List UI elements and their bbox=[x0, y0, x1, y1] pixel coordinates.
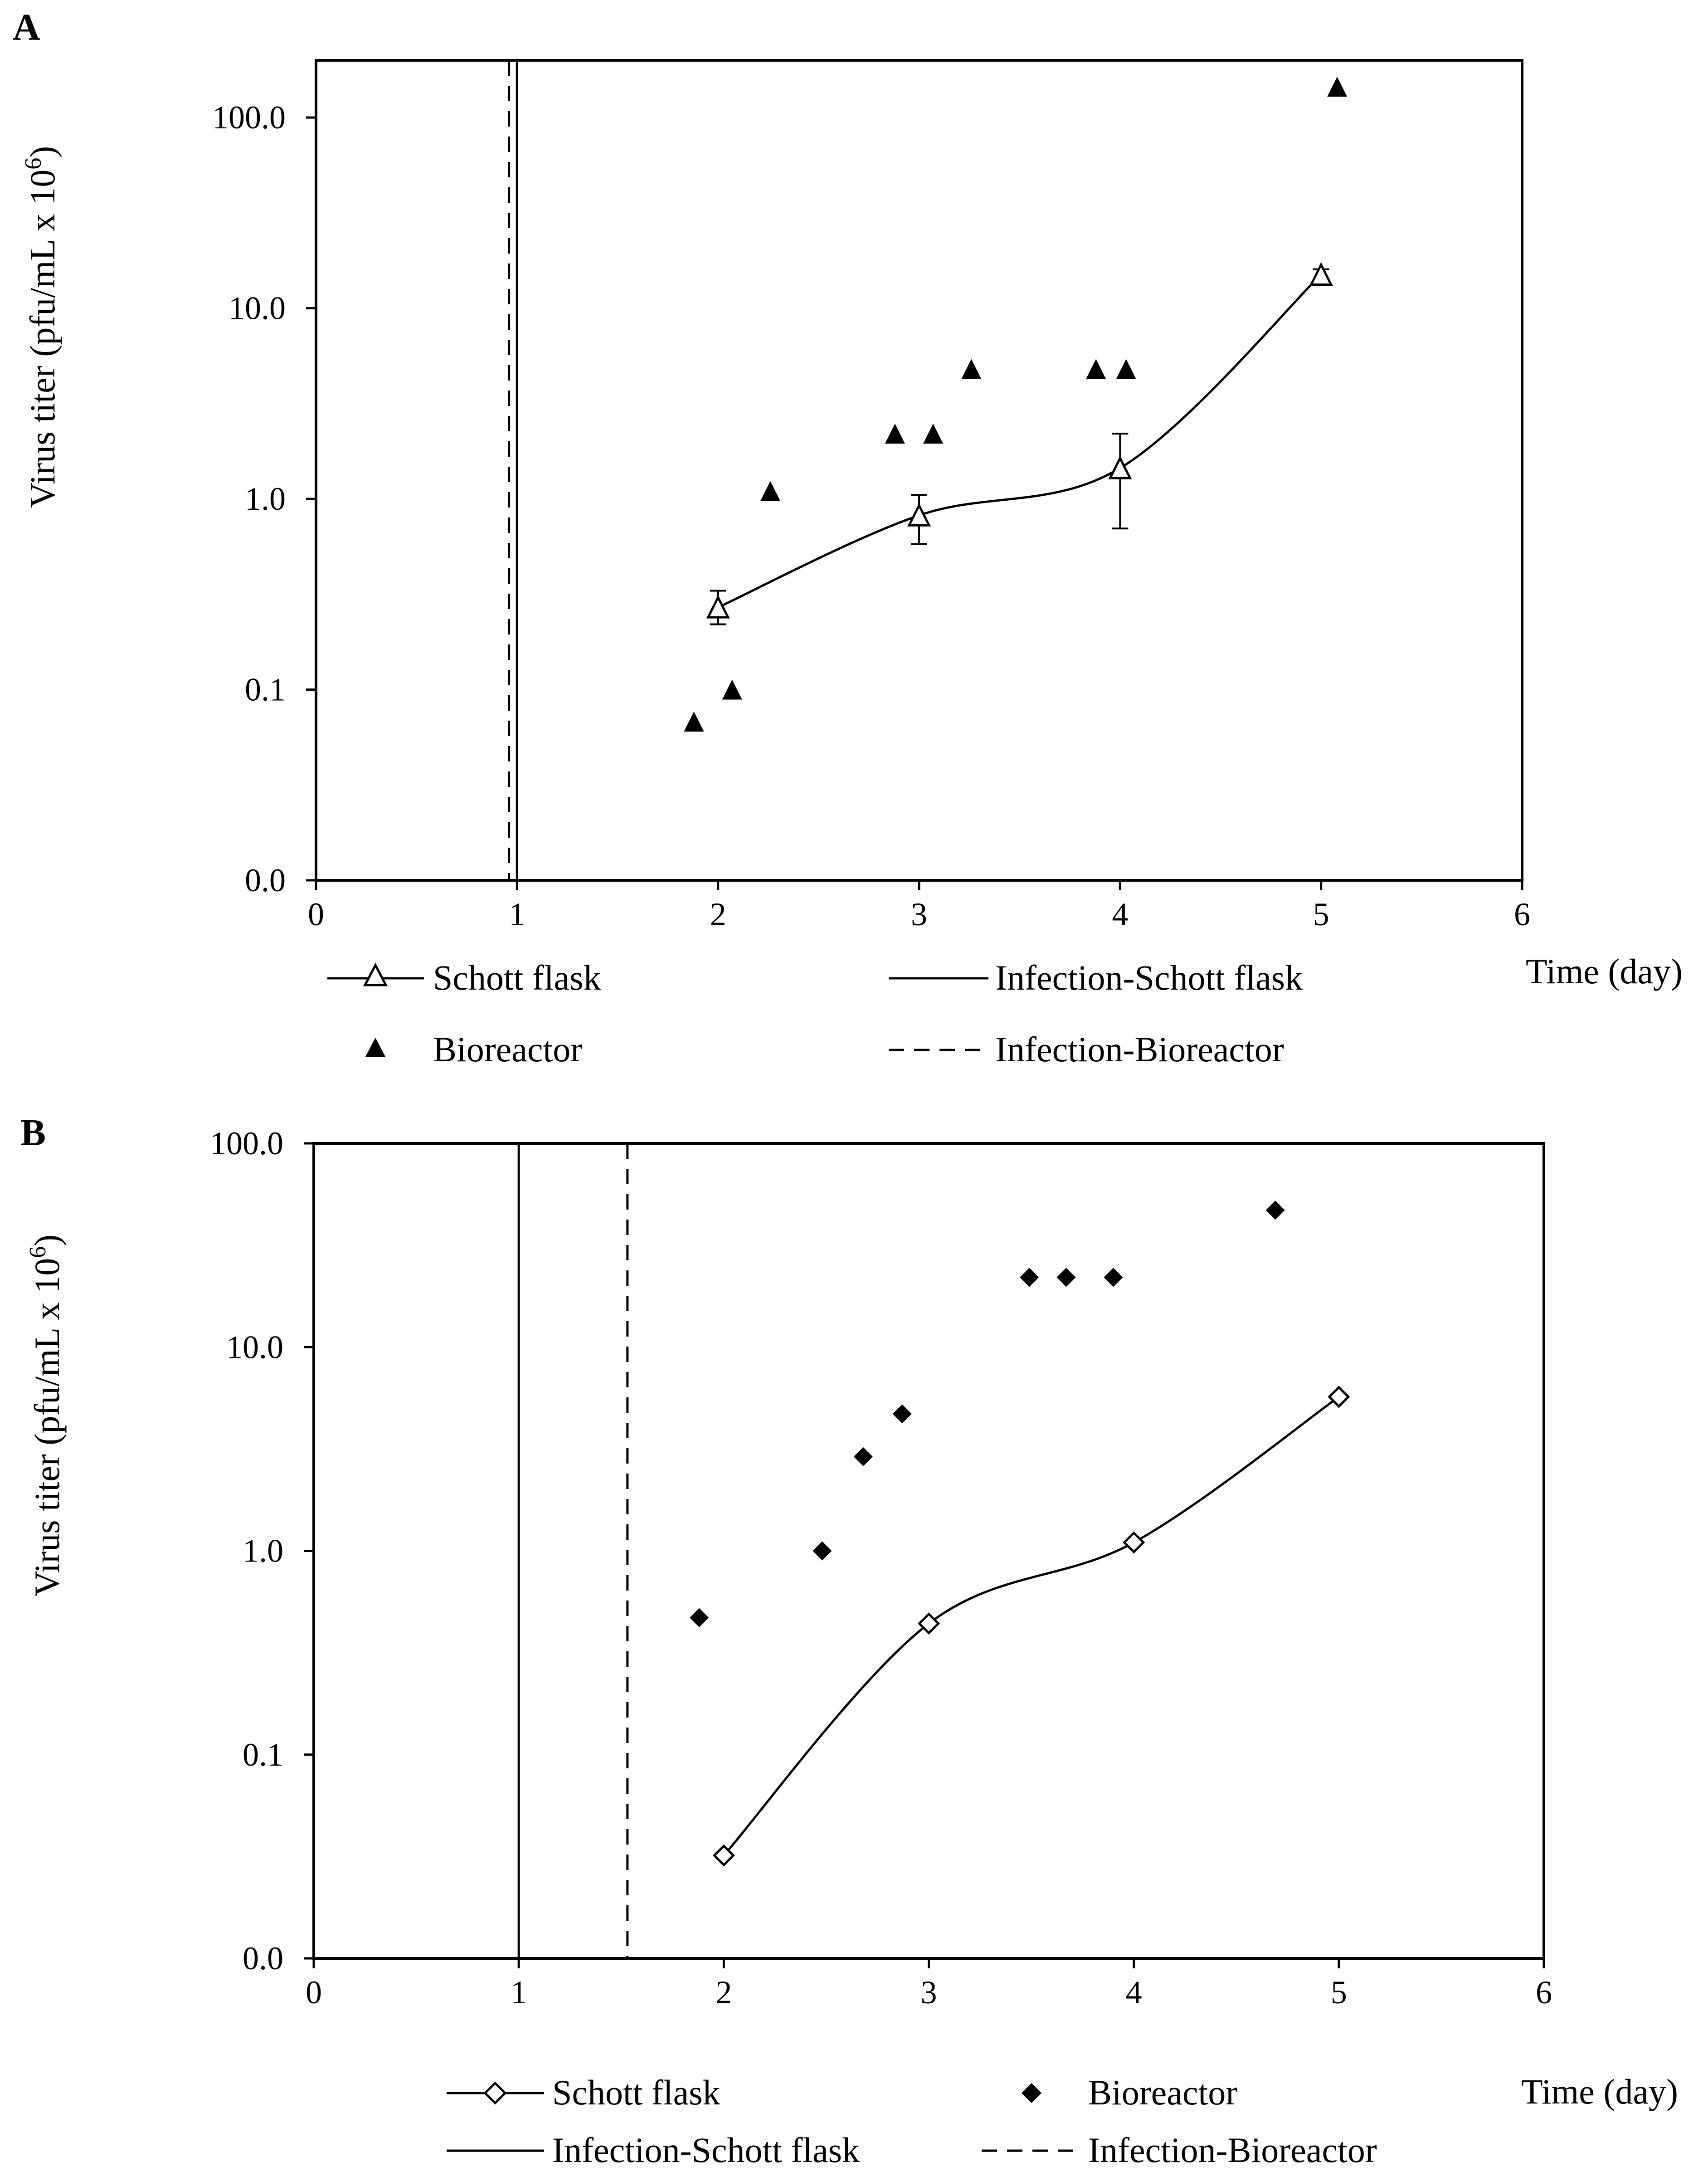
panel-a-x-tick-label: 5 bbox=[1313, 896, 1329, 932]
panel-b-legend: Schott flask Bioreactor Infection-Schott… bbox=[447, 2073, 1377, 2170]
legend-b-bioreactor-label: Bioreactor bbox=[1088, 2073, 1237, 2112]
legend-a-infection-schott-label: Infection-Schott flask bbox=[995, 958, 1303, 997]
panel-a-infection-lines bbox=[508, 60, 518, 880]
panel-b-y-axis-title-main: Virus titer (pfu/mL x 10 bbox=[27, 1258, 67, 1596]
legend-a-schott-flask: Schott flask bbox=[327, 958, 601, 997]
panel-b-bioreactor-point bbox=[853, 1447, 873, 1466]
panel-a-y-tick-label: 0.0 bbox=[245, 862, 286, 898]
panel-a-bioreactor-point bbox=[923, 424, 944, 444]
legend-b-infection-schott-label: Infection-Schott flask bbox=[552, 2130, 860, 2170]
panel-a-y-axis-title-end: ) bbox=[23, 146, 62, 158]
legend-a-infection-schott: Infection-Schott flask bbox=[889, 958, 1303, 997]
panel-a-bioreactor-point bbox=[684, 711, 704, 732]
panel-a-axes: 0 1 2 3 4 5 6 0.0 0.1 1.0 10.0 100.0 bbox=[212, 99, 1530, 932]
panel-a-schott-flask-point bbox=[1309, 262, 1333, 286]
panel-a-x-tick-label: 0 bbox=[308, 896, 324, 932]
panel-b-y-tick-label: 100.0 bbox=[210, 1125, 283, 1162]
panel-b-schott-flask-point bbox=[1123, 1531, 1145, 1554]
panel-b-x-tick-label: 3 bbox=[921, 1974, 937, 2011]
panel-a-x-tick-label: 1 bbox=[509, 896, 525, 932]
panel-b-x-tick-label: 5 bbox=[1331, 1974, 1347, 2011]
panel-b-schott-flask-point bbox=[1328, 1386, 1350, 1408]
panel-a-y-tick-label: 10.0 bbox=[229, 290, 286, 327]
legend-b-schott-flask-label: Schott flask bbox=[552, 2073, 720, 2112]
panel-b-marks bbox=[690, 1201, 1350, 1867]
legend-a-infection-bioreactor-label: Infection-Bioreactor bbox=[995, 1030, 1284, 1069]
panel-a-y-tick-label: 0.1 bbox=[245, 672, 286, 708]
panel-b-y-axis-title-end: ) bbox=[27, 1235, 67, 1246]
panel-b-x-tick-label: 6 bbox=[1536, 1974, 1552, 2011]
panel-a: A Virus titer (pfu/mL x 106) 0 1 2 3 4 5 60.00… bbox=[13, 6, 1683, 1069]
panel-a-x-tick-label: 2 bbox=[710, 896, 726, 932]
panel-a-bioreactor-point bbox=[1327, 77, 1348, 97]
legend-b-infection-bioreactor-label: Infection-Bioreactor bbox=[1088, 2130, 1377, 2170]
legend-b-infection-schott: Infection-Schott flask bbox=[447, 2130, 860, 2170]
panel-a-marks bbox=[684, 77, 1348, 732]
panel-b-x-tick-label: 4 bbox=[1126, 1974, 1142, 2011]
panel-b-bioreactor-point bbox=[1265, 1201, 1285, 1220]
panel-b-schott-flask-point bbox=[712, 1844, 735, 1867]
panel-b-infection-lines bbox=[517, 1143, 629, 1958]
panel-b-bioreactor-point bbox=[1104, 1268, 1123, 1287]
panel-b-plot-area bbox=[312, 1142, 1545, 1960]
panel-a-y-tick-label: 100.0 bbox=[212, 99, 286, 136]
panel-a-x-axis-title: Time (day) bbox=[1526, 952, 1683, 991]
panel-a-bioreactor-point bbox=[885, 424, 905, 444]
panel-b-x-tick-label: 0 bbox=[306, 1974, 322, 2011]
panel-b-bioreactor-point bbox=[813, 1541, 832, 1561]
panel-a-schott-flask-curve bbox=[717, 273, 1322, 609]
panel-a-bioreactor-point bbox=[1086, 359, 1106, 379]
legend-b-schott-flask: Schott flask bbox=[447, 2073, 720, 2112]
legend-a-filled-triangle-icon bbox=[365, 1038, 385, 1057]
panel-b-bioreactor-point bbox=[892, 1404, 912, 1424]
legend-b-filled-diamond-icon bbox=[1022, 2083, 1041, 2103]
panel-b-schott-flask-point bbox=[917, 1612, 940, 1635]
panel-b-y-axis-title: Virus titer (pfu/mL x 106) bbox=[25, 1235, 67, 1596]
panel-a-plot-area bbox=[315, 59, 1523, 882]
panel-b-bioreactor-point bbox=[1056, 1268, 1076, 1287]
panel-a-x-tick-label: 4 bbox=[1112, 896, 1128, 932]
panel-b-schott-flask-curve bbox=[723, 1396, 1340, 1856]
panel-a-legend: Schott flask Infection-Schott flask Bior… bbox=[327, 958, 1303, 1069]
legend-a-bioreactor: Bioreactor bbox=[365, 1030, 582, 1069]
panel-a-x-tick-label: 6 bbox=[1514, 896, 1530, 932]
panel-b-y-tick-label: 0.0 bbox=[243, 1940, 283, 1977]
legend-a-open-triangle-icon bbox=[363, 962, 388, 986]
legend-a-schott-flask-label: Schott flask bbox=[433, 958, 601, 997]
panel-b-x-axis-title: Time (day) bbox=[1521, 2072, 1678, 2111]
panel-a-schott-curve bbox=[717, 273, 1322, 609]
panel-b-axes: 0 1 2 3 4 5 6 0.0 0.1 1.0 10.0 100.0 bbox=[210, 1125, 1552, 2011]
panel-b-bioreactor-point bbox=[690, 1608, 709, 1627]
panel-b-y-axis-title-sup: 6 bbox=[25, 1246, 51, 1258]
panel-b-schott-curve bbox=[723, 1396, 1340, 1856]
panel-a-y-axis-title-sup: 6 bbox=[20, 158, 46, 170]
legend-b-infection-bioreactor: Infection-Bioreactor bbox=[982, 2130, 1377, 2170]
panel-a-bioreactor-point bbox=[961, 359, 982, 379]
panel-a-schott-flask-point bbox=[1108, 455, 1132, 479]
panel-b-x-tick-label: 1 bbox=[511, 1974, 527, 2011]
legend-a-infection-bioreactor: Infection-Bioreactor bbox=[889, 1030, 1284, 1069]
panel-b-y-tick-label: 10.0 bbox=[226, 1329, 283, 1365]
legend-a-bioreactor-label: Bioreactor bbox=[433, 1030, 582, 1069]
panel-a-bioreactor-point bbox=[722, 679, 742, 700]
panel-a-letter: A bbox=[13, 6, 40, 49]
panel-a-y-tick-label: 1.0 bbox=[245, 481, 286, 517]
panel-a-x-tick-label: 3 bbox=[911, 896, 927, 932]
legend-b-bioreactor: Bioreactor bbox=[1022, 2073, 1237, 2112]
panel-b-y-tick-label: 0.1 bbox=[243, 1737, 283, 1773]
legend-b-open-diamond-icon bbox=[483, 2081, 507, 2105]
panel-a-bioreactor-point bbox=[760, 481, 780, 501]
panel-b-y-tick-label: 1.0 bbox=[243, 1533, 283, 1569]
panel-b-letter: B bbox=[20, 1112, 46, 1154]
panel-b-bioreactor-point bbox=[1020, 1268, 1039, 1287]
panel-b-x-tick-label: 2 bbox=[715, 1974, 732, 2011]
panel-a-schott-flask-point bbox=[907, 503, 931, 527]
panel-b: B Virus titer (pfu/mL x 106) 0 1 2 3 4 5 60.00… bbox=[20, 1112, 1678, 2170]
panel-a-y-axis-title: Virus titer (pfu/mL x 106) bbox=[20, 146, 62, 508]
panel-a-bioreactor-point bbox=[1116, 359, 1136, 379]
panel-a-y-axis-title-main: Virus titer (pfu/mL x 10 bbox=[23, 170, 62, 508]
panel-a-schott-flask-point bbox=[706, 595, 730, 619]
